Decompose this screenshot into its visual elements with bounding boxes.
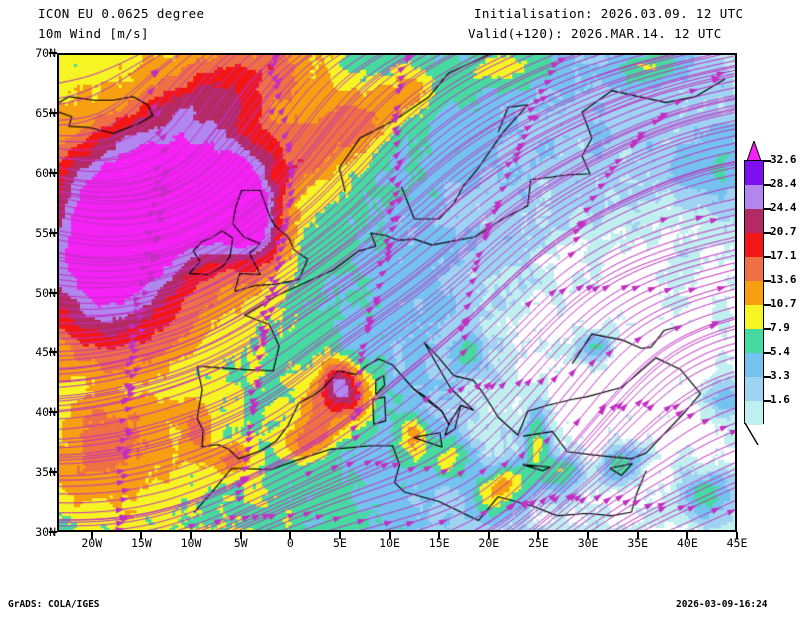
lat-tick-label: 55N [35, 225, 56, 240]
lon-tick-label: 15W [130, 536, 152, 550]
lon-tick-label: 5E [332, 536, 347, 550]
variable-title: 10m Wind [m/s] [38, 26, 149, 41]
colorbar-label: 28.4 [770, 177, 797, 190]
initialisation-label: Initialisation: 2026.03.09. 12 UTC [474, 6, 744, 21]
lat-tick-label: 60N [35, 165, 56, 180]
lon-tick-mark [289, 532, 292, 539]
colorbar-tick [764, 352, 771, 354]
lat-tick-label: 70N [35, 46, 56, 60]
colorbar-tick [764, 304, 771, 306]
colorbar-tick [764, 400, 771, 402]
valid-time-label: Valid(+120): 2026.MAR.14. 12 UTC [468, 26, 722, 41]
colorbar-band [745, 305, 763, 329]
lat-tick-label: 45N [35, 345, 56, 360]
lon-tick-mark [190, 532, 192, 539]
lat-tick-mark [49, 411, 57, 414]
colorbar-band [745, 353, 763, 377]
lon-tick-label: 10E [379, 536, 400, 550]
colorbar-tick [764, 328, 771, 330]
lon-tick-mark [338, 532, 341, 539]
colorbar-label: 5.4 [770, 345, 790, 358]
grads-credit: GrADS: COLA/IGES [8, 599, 100, 610]
lon-tick-mark [140, 532, 143, 539]
colorbar-band [745, 161, 763, 185]
lon-tick-mark [537, 532, 540, 539]
lat-tick-label: 40N [35, 405, 56, 420]
colorbar-overflow-arrow-icon [746, 141, 762, 161]
colorbar-band [745, 377, 763, 401]
wind-field-map [59, 55, 735, 530]
lat-tick-mark [49, 291, 57, 294]
lon-tick-mark [487, 532, 490, 539]
lat-tick-mark [49, 531, 57, 533]
colorbar-tick [764, 280, 771, 282]
lat-tick-label: 35N [35, 465, 56, 480]
lon-tick-label: 40E [676, 536, 698, 550]
colorbar-label: 24.4 [770, 201, 797, 214]
lon-tick-label: 30E [577, 536, 599, 550]
colorbar-band [745, 329, 763, 353]
render-timestamp: 2026-03-09-16:24 [676, 599, 768, 610]
lon-tick-mark [636, 532, 639, 539]
colorbar-tick [764, 256, 771, 258]
colorbar-label: 10.7 [770, 297, 797, 310]
lat-tick-mark [49, 111, 57, 114]
lat-tick-mark [49, 231, 57, 234]
colorbar-label: 1.6 [770, 393, 790, 406]
colorbar-scale [744, 160, 764, 425]
lat-tick-label: 50N [35, 285, 56, 300]
colorbar-band [745, 281, 763, 305]
colorbar-label: 17.1 [770, 249, 797, 262]
lon-tick-mark [388, 532, 391, 539]
lat-tick-mark [49, 351, 57, 354]
colorbar-label: 3.3 [770, 369, 790, 382]
colorbar-tick [764, 232, 771, 234]
lon-tick-label: 10W [180, 536, 202, 550]
lon-tick-mark [686, 532, 689, 539]
colorbar-band [745, 233, 763, 257]
colorbar-tick [764, 376, 771, 378]
colorbar-band [745, 185, 763, 209]
lat-tick-mark [49, 471, 57, 474]
lon-tick-mark [239, 532, 242, 539]
colorbar-label: 7.9 [770, 321, 790, 334]
lon-tick-label: 15E [428, 536, 450, 550]
map-plot-area[interactable] [57, 53, 737, 532]
lat-tick-label: 65N [35, 105, 56, 120]
lon-tick-label: 35E [627, 536, 649, 550]
colorbar-band [745, 257, 763, 281]
lon-tick-mark [587, 532, 590, 539]
lon-tick-label: 20W [81, 536, 103, 550]
lon-tick-label: 20E [478, 536, 500, 550]
lon-tick-label: 45E [726, 536, 748, 550]
colorbar-underflow-tail-icon [744, 423, 759, 445]
colorbar-band [745, 401, 763, 425]
lon-tick-label: 25E [528, 536, 549, 550]
lon-tick-mark [438, 532, 441, 539]
lon-tick-mark [736, 532, 738, 539]
lat-tick-label: 30N [35, 525, 56, 539]
lon-tick-mark [90, 532, 93, 539]
model-title: ICON EU 0.0625 degree [38, 6, 205, 21]
lon-tick-label: 5W [233, 536, 248, 550]
colorbar-tick [764, 184, 771, 186]
lon-tick-label: 0 [286, 536, 294, 550]
colorbar-band [745, 209, 763, 233]
colorbar-tick [764, 160, 771, 162]
lat-tick-mark [49, 171, 57, 174]
colorbar-label: 20.7 [770, 225, 797, 238]
colorbar-tick [764, 208, 771, 210]
lat-tick-mark [49, 52, 57, 54]
colorbar-label: 32.6 [770, 153, 797, 166]
colorbar-label: 13.6 [770, 273, 797, 286]
